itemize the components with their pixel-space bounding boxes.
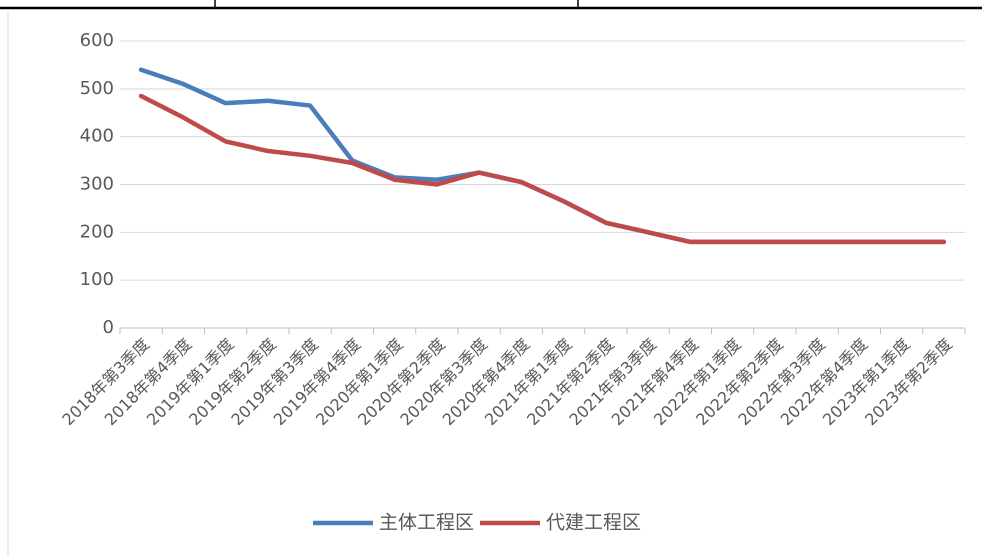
y-tick-label: 400 (80, 126, 114, 147)
y-tick-label: 0 (103, 317, 114, 338)
y-tick-label: 100 (80, 269, 114, 290)
series-line (138, 93, 947, 245)
y-tick-label: 200 (80, 221, 114, 242)
legend-label: 主体工程区 (379, 512, 474, 534)
y-tick-label: 300 (80, 174, 114, 195)
y-tick-label: 600 (80, 30, 114, 51)
y-tick-label: 500 (80, 78, 114, 99)
legend-label: 代建工程区 (546, 512, 641, 534)
